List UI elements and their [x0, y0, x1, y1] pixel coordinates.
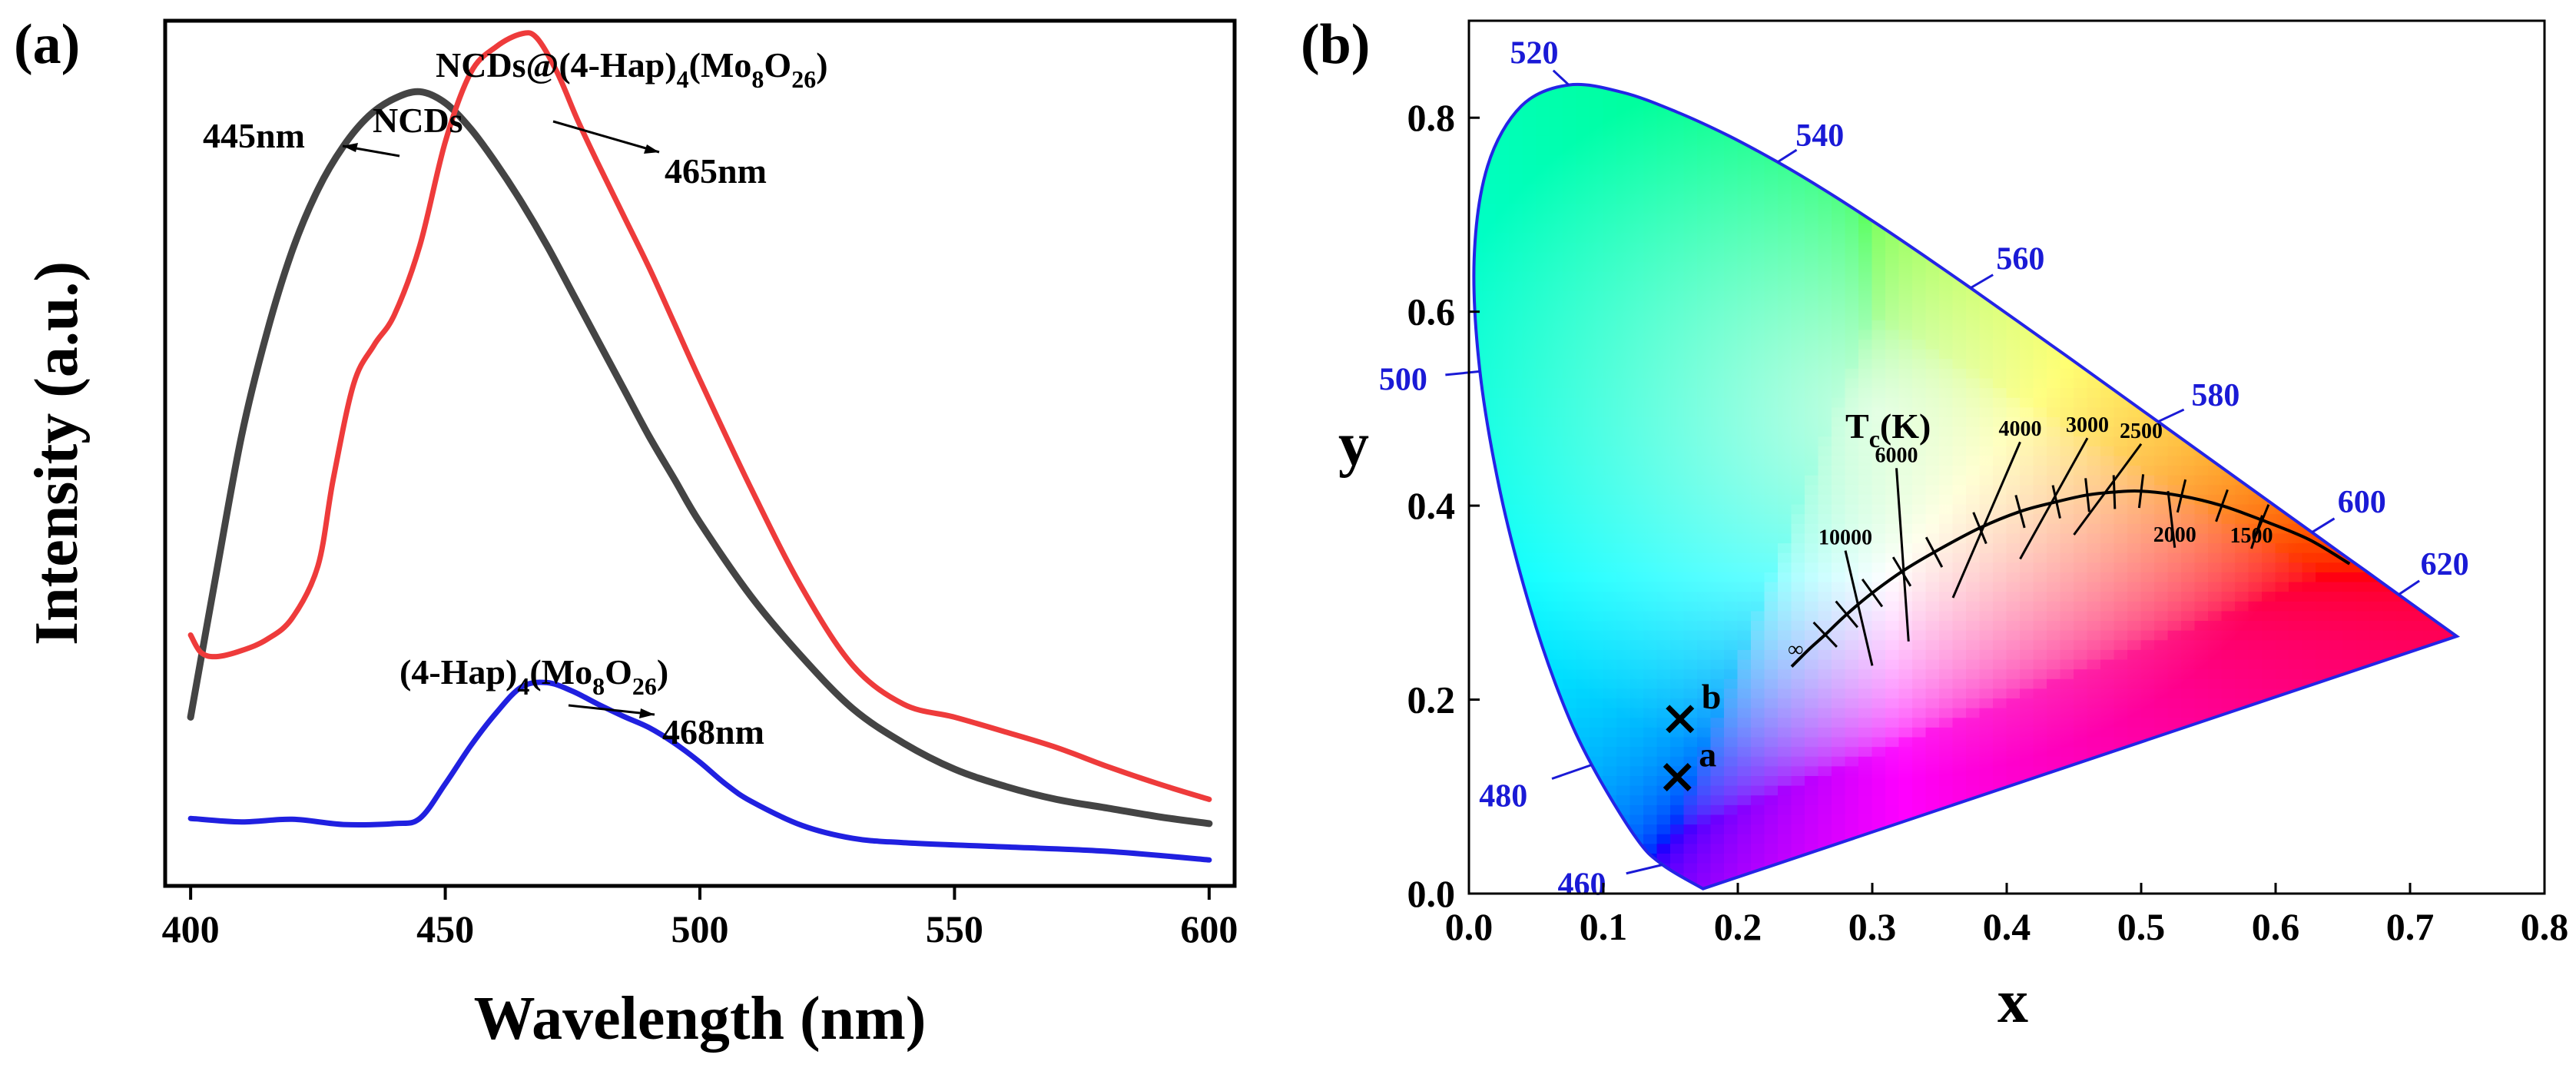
wavelength-label: 580 — [2191, 378, 2239, 413]
isotherm-tick — [2084, 478, 2090, 512]
x-tick-label: 0.3 — [1848, 905, 1897, 948]
composite-series-label: NCDs@(4-Hap)4(Mo8O26) — [436, 45, 828, 93]
mo-series-label: (4-Hap)4(Mo8O26) — [399, 652, 668, 700]
cct-leader-line — [1844, 550, 1874, 666]
composite-peak-label: 465nm — [665, 151, 767, 191]
x-tick-label: 0.6 — [2252, 905, 2300, 948]
x-tick-label: 0.7 — [2386, 905, 2435, 948]
wavelength-tick — [1776, 148, 1798, 164]
panel-a-spectra: (a) 400 450 500 550 600 Wavelength (nm) Inte… — [14, 13, 1238, 1053]
x-tick-label: 0.5 — [2117, 905, 2166, 948]
cct-leader-line — [1951, 441, 2021, 599]
cct-leader-line — [2019, 437, 2089, 560]
spectrum-line-mo — [187, 679, 1212, 863]
mo-peak-arrow-head — [639, 708, 655, 718]
wavelength-tick — [2311, 517, 2336, 534]
wavelength-tick — [1551, 764, 1593, 780]
cct-label: 10000 — [1818, 526, 1872, 550]
cie-point-label: b — [1702, 677, 1722, 716]
ncds-peak-arrow-head — [343, 143, 358, 152]
x-tick-label: 400 — [162, 907, 220, 950]
cct-label: 2000 — [2153, 523, 2196, 547]
y-tick-label: 0.2 — [1407, 678, 1456, 721]
y-tick-label: 0.6 — [1407, 290, 1456, 333]
cie-point-label: a — [1699, 735, 1716, 774]
wavelength-label: 620 — [2421, 547, 2469, 582]
panel-b-cie: (b) 520 540 560 500 580 600 620 480 460 10000 600… — [1301, 13, 2568, 1036]
wavelength-label: 460 — [1558, 867, 1606, 903]
cct-label: ∞ — [1788, 638, 1803, 662]
spectral-locus-outline — [1472, 82, 2461, 891]
planckian-locus — [1790, 489, 2351, 668]
cct-leader-line — [2167, 491, 2177, 548]
ncds-series-label: NCDs — [373, 101, 463, 140]
wavelength-label: 540 — [1795, 118, 1844, 154]
wavelength-label: 600 — [2338, 485, 2386, 520]
y-tick-label: 0.0 — [1407, 872, 1456, 915]
x-tick-label: 0.0 — [1445, 905, 1494, 948]
mo-peak-label: 468nm — [662, 712, 764, 751]
isotherm-tick — [2176, 479, 2187, 513]
isotherm-tick — [1925, 536, 1944, 568]
x-tick-label: 550 — [926, 907, 983, 950]
x-tick-label: 0.2 — [1714, 905, 1762, 948]
cct-label: 2500 — [2120, 420, 2163, 443]
panel-b-x-axis-title: x — [1997, 968, 2028, 1036]
wavelength-label: 520 — [1510, 36, 1559, 71]
wavelength-tick — [1445, 370, 1480, 376]
cie-point-b: b — [1666, 677, 1722, 734]
x-tick-label: 0.4 — [1983, 905, 2031, 948]
x-tick-label: 450 — [416, 907, 474, 950]
x-tick-label: 0.8 — [2521, 905, 2569, 948]
isotherm-tick — [2137, 474, 2145, 509]
isotherm-tick — [2215, 489, 2229, 522]
wavelength-label: 500 — [1379, 362, 1427, 397]
isotherm-tick — [1972, 512, 1988, 545]
y-tick-label: 0.4 — [1407, 484, 1456, 527]
composite-peak-arrow-head — [644, 144, 659, 154]
cct-label: 3000 — [2066, 413, 2109, 437]
wavelength-label: 480 — [1479, 779, 1527, 814]
wavelength-tick — [1626, 864, 1663, 875]
isotherm-tick — [1812, 621, 1838, 648]
isotherm-tick — [1861, 578, 1884, 608]
y-tick-label: 0.8 — [1407, 96, 1456, 139]
isotherm-tick — [1891, 556, 1912, 587]
wavelength-tick — [2157, 408, 2185, 423]
spectrum-line-composite — [187, 30, 1212, 802]
isotherm-tick — [1835, 600, 1859, 629]
cie-point-a: a — [1663, 735, 1716, 792]
cct-label: 1500 — [2230, 524, 2273, 548]
panel-a-y-axis-title: Intensity (a.u.) — [23, 261, 91, 645]
x-tick-label: 0.1 — [1580, 905, 1628, 948]
x-tick-label: 500 — [671, 907, 729, 950]
cct-leader-line — [2073, 443, 2143, 536]
wavelength-tick — [2398, 579, 2420, 596]
ncds-peak-label: 445nm — [203, 116, 305, 155]
spectrum-line-ncds — [187, 88, 1213, 828]
cct-leader-line — [2250, 515, 2263, 549]
cct-label: 4000 — [1999, 417, 2042, 441]
isotherm-tick — [2051, 485, 2061, 519]
cct-leader-line — [1895, 468, 1910, 642]
cct-axis-title: Tc(K) — [1845, 406, 1931, 453]
panel-a-label: (a) — [14, 13, 80, 76]
x-tick-label: 600 — [1180, 907, 1238, 950]
cie-gamut-fill — [1474, 84, 2457, 889]
wavelength-tick — [1552, 69, 1570, 86]
panel-b-label: (b) — [1301, 13, 1370, 76]
panel-b-y-axis-title: y — [1338, 411, 1369, 479]
wavelength-label: 560 — [1996, 242, 2044, 277]
composite-peak-arrow — [552, 120, 660, 154]
panel-a-x-axis-title: Wavelength (nm) — [474, 985, 927, 1053]
cct-label: 6000 — [1875, 443, 1918, 467]
isotherm-tick — [2014, 495, 2026, 529]
wavelength-tick — [1970, 274, 1994, 290]
